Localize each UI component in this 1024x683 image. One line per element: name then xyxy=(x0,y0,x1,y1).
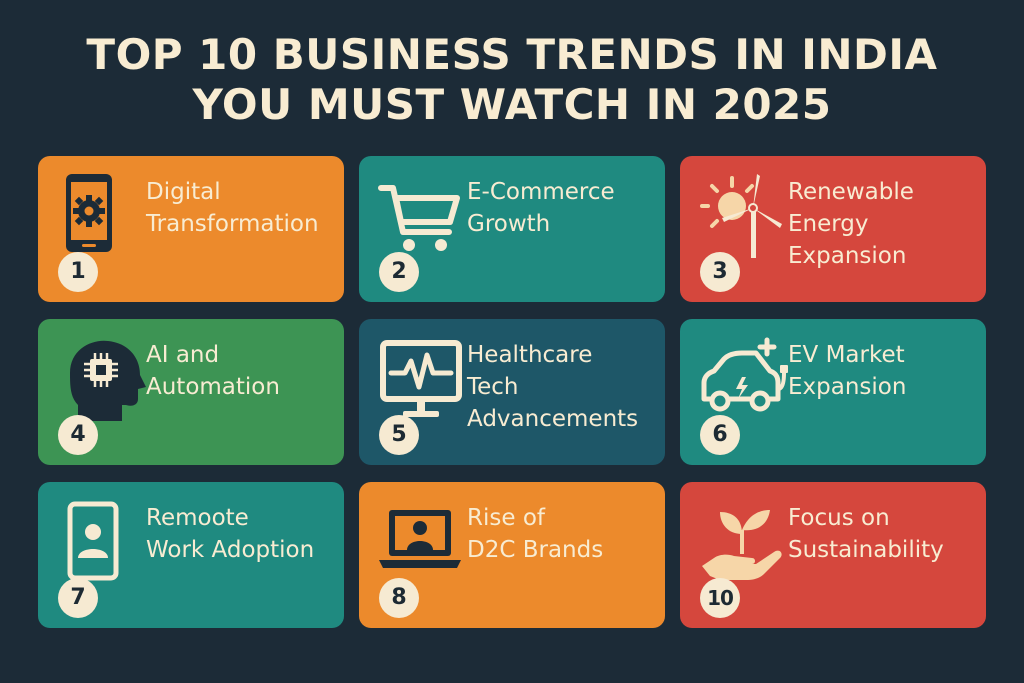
laptop-person-icon xyxy=(377,496,467,586)
shopping-cart-icon xyxy=(377,170,467,260)
trend-number-badge: 1 xyxy=(58,252,98,292)
trend-label: Healthcare Tech Advancements xyxy=(467,339,657,435)
trend-card-renewable-energy: Renewable Energy Expansion 3 xyxy=(680,156,986,302)
smartphone-gear-icon xyxy=(56,170,146,260)
trend-card-healthcare-tech: Healthcare Tech Advancements 5 xyxy=(359,319,665,465)
trend-card-ecommerce-growth: E-Commerce Growth 2 xyxy=(359,156,665,302)
trend-card-ev-market: EV Market Expansion 6 xyxy=(680,319,986,465)
trend-number-badge: 4 xyxy=(58,415,98,455)
trend-number-badge: 2 xyxy=(379,252,419,292)
trend-card-d2c-brands: Rise of D2C Brands 8 xyxy=(359,482,665,628)
trend-number-badge: 3 xyxy=(700,252,740,292)
trend-label: Focus on Sustainability xyxy=(788,502,978,566)
trend-number-badge: 5 xyxy=(379,415,419,455)
trend-label: Rise of D2C Brands xyxy=(467,502,657,566)
heartbeat-monitor-icon xyxy=(377,333,467,423)
trend-label: EV Market Expansion xyxy=(788,339,978,403)
trend-label: Remoote Work Adoption xyxy=(146,502,336,566)
tablet-person-icon xyxy=(56,496,146,586)
ai-head-chip-icon xyxy=(56,333,146,423)
trend-label: Digital Transformation xyxy=(146,176,336,240)
trend-number-badge: 8 xyxy=(379,578,419,618)
trend-number-badge: 10 xyxy=(700,578,740,618)
trend-card-remote-work: Remoote Work Adoption 7 xyxy=(38,482,344,628)
hand-sprout-icon xyxy=(698,496,788,586)
sun-wind-turbine-icon xyxy=(698,170,788,260)
trend-card-ai-automation: AI and Automation 4 xyxy=(38,319,344,465)
trend-label: AI and Automation xyxy=(146,339,336,403)
trend-number-badge: 6 xyxy=(700,415,740,455)
trend-card-sustainability: Focus on Sustainability 10 xyxy=(680,482,986,628)
electric-car-icon xyxy=(698,333,788,423)
trend-card-digital-transformation: Digital Transformation 1 xyxy=(38,156,344,302)
trend-label: E-Commerce Growth xyxy=(467,176,657,240)
trend-label: Renewable Energy Expansion xyxy=(788,176,978,272)
trend-number-badge: 7 xyxy=(58,578,98,618)
